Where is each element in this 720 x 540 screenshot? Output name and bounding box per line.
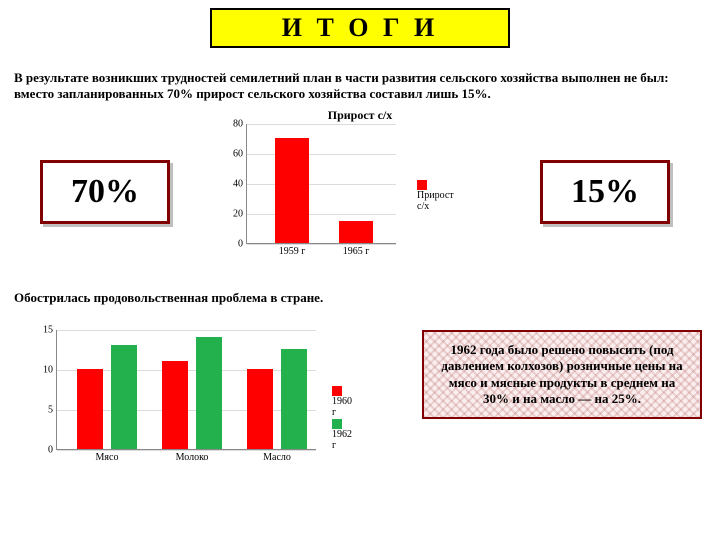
intro-text: В результате возникших трудностей семиле… — [14, 70, 706, 103]
chart1-gridline — [247, 124, 396, 125]
chart2-bar — [196, 337, 222, 449]
chart2-ytick: 0 — [35, 445, 53, 456]
growth-chart: Прирост с/х 0204060801959 г1965 гПрирост… — [220, 108, 500, 268]
page-title: И Т О Г И — [282, 13, 439, 43]
chart1-ytick: 60 — [225, 149, 243, 160]
chart1-title: Прирост с/х — [220, 108, 500, 124]
chart1-gridline — [247, 154, 396, 155]
chart2-bar — [281, 349, 307, 449]
chart1-legend: Прирост с/х — [417, 179, 454, 212]
chart1-ytick: 80 — [225, 119, 243, 130]
planned-pct: 70% — [71, 173, 139, 211]
chart2-xlabel: Масло — [263, 452, 291, 463]
chart2-bar — [162, 361, 188, 449]
chart2-ytick: 5 — [35, 405, 53, 416]
chart2-ytick: 15 — [35, 325, 53, 336]
chart1-xlabel: 1965 г — [343, 246, 370, 257]
chart2-gridline — [57, 330, 316, 331]
chart2-legend: 1960 г1962 г — [332, 385, 352, 451]
chart1-bar — [339, 221, 373, 244]
info-text: 1962 года было решено повысить (под давл… — [441, 342, 682, 406]
chart2-ytick: 10 — [35, 365, 53, 376]
chart1-gridline — [247, 244, 396, 245]
chart2-bar — [77, 369, 103, 449]
chart2-plot: 051015МясоМолокоМасло1960 г1962 г — [56, 330, 316, 450]
actual-pct: 15% — [571, 173, 639, 211]
chart2-xlabel: Молоко — [176, 452, 209, 463]
chart2-bar — [247, 369, 273, 449]
chart1-ytick: 40 — [225, 179, 243, 190]
actual-pct-box: 15% — [540, 160, 670, 224]
chart1-ytick: 0 — [225, 239, 243, 250]
chart1-xlabel: 1959 г — [279, 246, 306, 257]
chart1-gridline — [247, 184, 396, 185]
chart1-ytick: 20 — [225, 209, 243, 220]
chart2-xlabel: Мясо — [96, 452, 119, 463]
info-box: 1962 года было решено повысить (под давл… — [422, 330, 702, 419]
planned-pct-box: 70% — [40, 160, 170, 224]
chart2-gridline — [57, 450, 316, 451]
page-title-box: И Т О Г И — [210, 8, 510, 48]
chart1-plot: 0204060801959 г1965 гПрирост с/х — [246, 124, 396, 244]
prices-chart: 0 5 10 15 Мясо Молоко Масло 1960 г1962 г — [30, 320, 390, 500]
chart1-bar — [275, 138, 309, 243]
chart1-gridline — [247, 214, 396, 215]
subhead-text: Обострилась продовольственная проблема в… — [14, 290, 323, 306]
chart2-bar — [111, 345, 137, 449]
